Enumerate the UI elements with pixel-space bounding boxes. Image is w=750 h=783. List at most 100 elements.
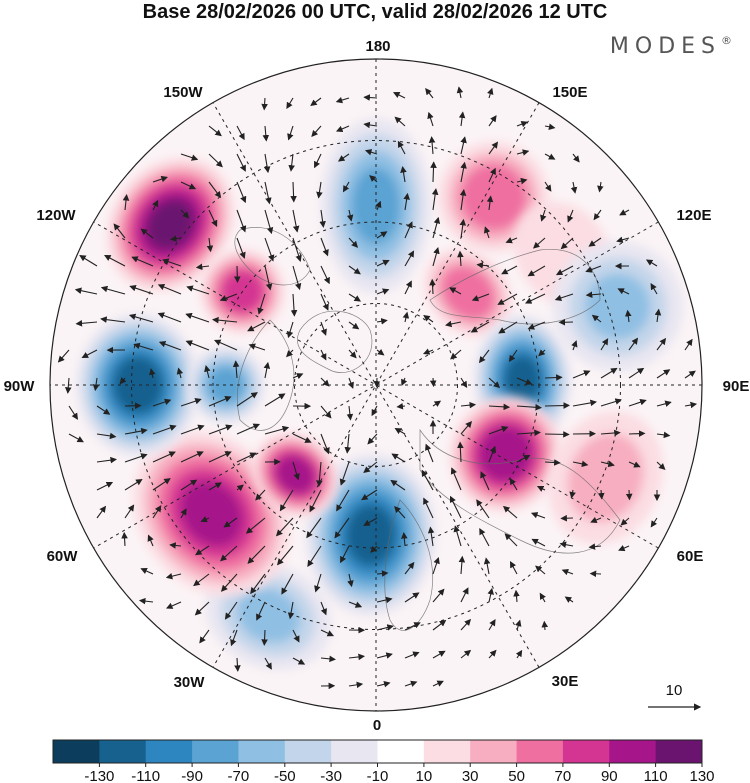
latitude-circle xyxy=(131,140,621,630)
wind-vector xyxy=(625,489,633,501)
wind-vector xyxy=(344,433,352,454)
colorbar-swatch xyxy=(192,740,239,763)
wind-vector xyxy=(450,349,462,360)
wind-vector xyxy=(516,377,533,385)
wind-vector xyxy=(525,293,546,304)
wind-vector xyxy=(656,461,666,470)
wind-vector xyxy=(364,149,378,156)
wind-vector xyxy=(320,377,330,387)
wind-vector xyxy=(628,367,645,379)
wind-vector xyxy=(319,209,326,228)
wind-vector xyxy=(516,454,531,463)
wind-vector xyxy=(292,433,312,443)
wind-vector xyxy=(129,284,154,295)
colorbar-swatch xyxy=(331,740,378,763)
lon-label-120e: 120E xyxy=(676,207,711,224)
wind-vector xyxy=(194,601,210,616)
wind-vector xyxy=(292,209,300,233)
coastline-europe xyxy=(384,499,434,631)
wind-vector xyxy=(236,237,246,259)
wind-vector xyxy=(348,601,363,608)
wind-vector xyxy=(456,86,464,99)
brand-mark: ® xyxy=(721,34,732,47)
wind-vector xyxy=(122,194,130,211)
wind-vector xyxy=(200,516,210,523)
wind-vector xyxy=(403,192,410,211)
wind-vector xyxy=(340,545,350,564)
wind-vector xyxy=(488,377,501,389)
wind-vector xyxy=(74,287,98,295)
wind-vector xyxy=(367,433,378,445)
wind-vector xyxy=(81,349,98,359)
wind-vector xyxy=(347,573,354,588)
brand-name: MODES xyxy=(609,34,721,59)
colorbar-swatch xyxy=(145,740,193,763)
wind-vector xyxy=(208,209,218,227)
wind-vector xyxy=(121,531,128,547)
wind-vector xyxy=(68,433,84,443)
wind-vector xyxy=(213,339,238,351)
wind-vector xyxy=(376,570,389,577)
wind-vector xyxy=(488,619,496,631)
wind-vector xyxy=(516,121,528,128)
wind-vector xyxy=(370,545,378,553)
wind-vector xyxy=(597,181,604,193)
wind-vector xyxy=(527,321,546,330)
wind-vector xyxy=(376,231,388,239)
wind-vector xyxy=(654,308,662,323)
wind-vector xyxy=(342,181,350,193)
colorbar-label: 70 xyxy=(555,768,572,783)
wind-vector xyxy=(165,601,182,609)
wind-vector xyxy=(486,195,494,211)
wind-vector xyxy=(316,181,323,199)
wind-vector xyxy=(180,153,199,161)
anomaly-layer xyxy=(76,117,683,671)
wind-vector xyxy=(100,316,126,323)
anomaly-trough-90w xyxy=(76,313,200,457)
wind-vector xyxy=(152,478,171,491)
wind-vector xyxy=(234,657,241,672)
wind-vector xyxy=(348,681,364,689)
colorbar-label: -30 xyxy=(320,768,342,783)
wind-vector xyxy=(544,431,570,438)
wind-vector xyxy=(113,223,126,239)
wind-vector xyxy=(195,545,210,556)
wind-vector xyxy=(458,555,466,575)
wind-vector xyxy=(245,517,266,534)
wind-vector xyxy=(264,657,272,670)
wind-vector xyxy=(628,430,646,437)
wind-vector xyxy=(124,427,148,435)
anomaly-ridge-135e xyxy=(423,248,513,338)
wind-vector xyxy=(79,255,98,267)
wind-vector xyxy=(617,288,630,295)
wind-vector xyxy=(650,517,658,528)
wind-vector xyxy=(124,453,148,463)
wind-vector xyxy=(478,349,490,364)
wind-vector xyxy=(588,237,602,247)
wind-vector xyxy=(292,629,300,643)
wind-vector xyxy=(361,489,378,501)
wind-vector xyxy=(509,561,518,575)
wind-vector xyxy=(600,460,615,468)
wind-vector xyxy=(488,649,497,659)
wind-vector xyxy=(236,125,245,141)
wind-vector xyxy=(320,237,329,257)
wind-vector xyxy=(185,312,210,323)
lon-label-90e: 90E xyxy=(723,378,750,395)
wind-vector xyxy=(570,181,578,194)
wind-vector xyxy=(255,489,266,501)
wind-vector xyxy=(348,265,361,275)
wind-vector xyxy=(281,573,294,595)
wind-vector xyxy=(363,461,378,473)
wind-vector xyxy=(460,649,472,659)
wind-vector xyxy=(616,236,630,243)
colorbar-label: 50 xyxy=(508,768,525,783)
wind-vector xyxy=(645,259,658,267)
anomaly-ridge-120w xyxy=(106,157,235,292)
wind-vector xyxy=(292,265,302,291)
colorbar-label: -50 xyxy=(274,768,296,783)
wind-vector xyxy=(432,588,445,603)
wind-vector xyxy=(185,340,210,351)
wind-vector xyxy=(429,278,436,295)
